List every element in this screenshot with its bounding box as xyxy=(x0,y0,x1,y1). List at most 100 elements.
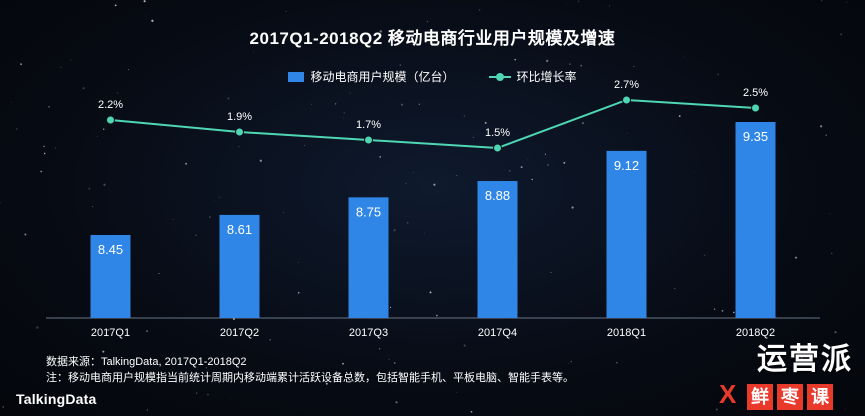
star xyxy=(678,115,681,117)
star xyxy=(846,1,848,3)
star xyxy=(726,396,728,398)
star xyxy=(102,350,105,353)
star xyxy=(196,392,198,394)
star xyxy=(563,161,566,164)
bar-value-label: 8.61 xyxy=(227,222,252,237)
star xyxy=(43,152,46,155)
growth-rate-point xyxy=(493,143,502,153)
star xyxy=(342,362,344,365)
legend-item-bars: 移动电商用户规模（亿台） xyxy=(288,68,455,85)
star xyxy=(143,0,146,3)
star xyxy=(715,408,718,411)
star xyxy=(127,69,129,71)
star xyxy=(107,328,110,332)
star xyxy=(116,92,119,94)
star xyxy=(82,87,85,90)
star xyxy=(40,170,43,173)
star xyxy=(717,73,719,75)
star xyxy=(151,19,154,22)
star xyxy=(395,401,398,404)
growth-rate-label: 1.5% xyxy=(485,127,510,139)
star xyxy=(626,132,628,134)
star xyxy=(456,391,458,393)
star xyxy=(146,330,148,332)
bar xyxy=(735,122,776,318)
star xyxy=(335,103,337,105)
star xyxy=(172,218,174,221)
star xyxy=(463,115,466,117)
star xyxy=(509,170,511,172)
star xyxy=(54,147,56,149)
star xyxy=(195,234,197,237)
star xyxy=(259,159,262,162)
star xyxy=(470,410,473,413)
watermark-top-text: 运营派 xyxy=(757,343,853,376)
star xyxy=(426,21,428,23)
star xyxy=(70,59,72,61)
watermark-bottom-blocks: 鲜 枣 课 xyxy=(747,384,833,410)
star xyxy=(456,174,458,176)
star xyxy=(568,363,570,365)
x-tick-label: 2018Q1 xyxy=(607,327,646,339)
star xyxy=(2,406,5,408)
star xyxy=(472,136,474,138)
star xyxy=(820,125,823,128)
star xyxy=(285,11,287,12)
star xyxy=(608,5,610,7)
star xyxy=(633,66,635,68)
bar xyxy=(219,214,260,318)
growth-rate-label: 1.9% xyxy=(227,111,252,123)
growth-rate-point xyxy=(364,135,373,145)
watermark-x-mark: X xyxy=(719,379,737,409)
star xyxy=(616,362,618,364)
star xyxy=(298,261,299,263)
star xyxy=(565,2,567,4)
star xyxy=(66,366,68,367)
star xyxy=(580,64,582,67)
bar-value-label: 8.88 xyxy=(485,188,510,203)
star xyxy=(836,371,838,373)
star xyxy=(349,92,351,94)
star xyxy=(413,172,414,173)
star xyxy=(103,183,106,186)
x-tick-label: 2017Q3 xyxy=(349,327,388,339)
star xyxy=(418,103,420,105)
growth-rate-label: 2.2% xyxy=(98,99,123,111)
star xyxy=(328,36,330,39)
star xyxy=(11,101,13,103)
star xyxy=(43,145,45,148)
star xyxy=(581,122,585,125)
star xyxy=(514,58,517,61)
star xyxy=(230,397,232,399)
star xyxy=(389,306,392,308)
growth-rate-point xyxy=(106,115,115,125)
star xyxy=(433,183,436,186)
growth-rate-label: 2.5% xyxy=(743,87,768,99)
star xyxy=(378,348,381,350)
star xyxy=(160,126,162,127)
star xyxy=(834,331,837,334)
star xyxy=(794,256,798,259)
star xyxy=(800,356,803,359)
star xyxy=(399,64,402,66)
star xyxy=(544,153,546,155)
star xyxy=(227,97,230,100)
star xyxy=(114,4,117,7)
star xyxy=(844,408,846,410)
star xyxy=(20,63,23,66)
bar-value-label: 8.45 xyxy=(98,242,123,257)
star xyxy=(252,50,254,52)
star xyxy=(520,166,523,169)
star xyxy=(185,162,188,165)
star xyxy=(547,163,550,166)
star xyxy=(693,171,695,172)
star xyxy=(484,121,487,124)
star xyxy=(405,182,407,185)
star xyxy=(713,308,716,310)
watermark-block: 枣 xyxy=(777,384,803,410)
growth-rate-line xyxy=(110,98,756,150)
watermark-block: 课 xyxy=(807,384,833,410)
growth-rate-point xyxy=(235,127,244,137)
source-text: 数据来源：TalkingData, 2017Q1-2018Q2 xyxy=(46,356,247,368)
